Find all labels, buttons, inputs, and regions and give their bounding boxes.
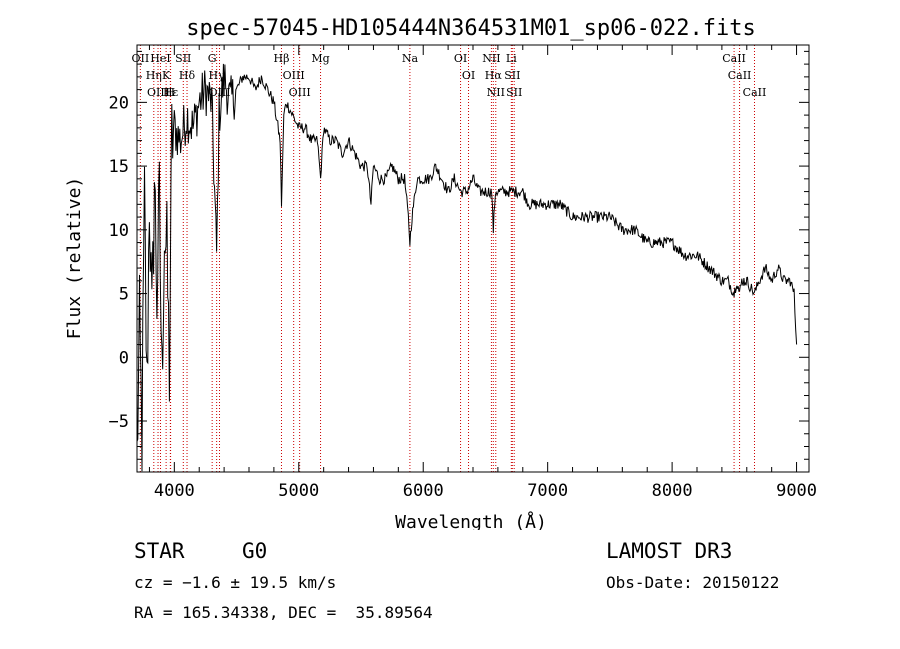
line-label: HeI xyxy=(150,52,170,65)
spectral-subclass: G0 xyxy=(242,539,268,563)
line-label: G xyxy=(208,52,217,65)
object-class: STAR xyxy=(134,539,185,563)
line-label: OII xyxy=(132,52,150,65)
observation-date: Obs-Date: 20150122 xyxy=(606,573,780,592)
line-label: CaII xyxy=(743,86,767,99)
line-label: Li xyxy=(506,52,517,65)
chart-title: spec-57045-HD105444N364531M01_sp06-022.f… xyxy=(186,16,756,41)
coordinates: RA = 165.34338, DEC = 35.89564 xyxy=(134,603,433,622)
x-tick-label: 4000 xyxy=(154,481,195,501)
y-tick-label: 20 xyxy=(109,93,129,113)
y-tick-label: 15 xyxy=(109,157,129,177)
emission-line-markers xyxy=(139,45,755,472)
spectrum-line xyxy=(137,63,798,472)
line-label: SII xyxy=(506,86,522,99)
line-label: NII xyxy=(482,52,500,65)
x-tick-label: 9000 xyxy=(776,481,817,501)
y-tick-label: −5 xyxy=(109,412,129,432)
line-label: NII xyxy=(487,86,505,99)
line-label: Hα xyxy=(485,69,503,82)
line-label: H xyxy=(166,86,176,99)
line-label: Mg xyxy=(311,52,329,65)
line-label: Hδ xyxy=(179,69,196,82)
line-label: OIII xyxy=(283,69,305,82)
axis-tick-labels: 4000 5000 6000 7000 8000 9000 −5 0 5 10 15 20 xyxy=(109,93,818,501)
line-label: CaII xyxy=(728,69,752,82)
line-label: Hγ xyxy=(209,69,226,82)
x-tick-label: 7000 xyxy=(527,481,568,501)
line-label: K xyxy=(162,69,171,82)
line-label: Hη xyxy=(146,69,162,82)
spectrum-chart: spec-57045-HD105444N364531M01_sp06-022.f… xyxy=(64,16,818,530)
spectrum-series xyxy=(137,63,798,472)
line-label: Na xyxy=(402,52,419,65)
line-label: SII xyxy=(175,52,191,65)
x-tick-label: 8000 xyxy=(652,481,693,501)
line-label: OI xyxy=(462,69,475,82)
plot-frame xyxy=(136,44,810,473)
survey-name: LAMOST DR3 xyxy=(606,539,733,563)
y-tick-label: 5 xyxy=(119,285,129,305)
axis-ticks xyxy=(137,45,809,473)
line-label: Hβ xyxy=(274,52,290,65)
line-label: OIII xyxy=(289,86,311,99)
line-label: OIII xyxy=(208,86,230,99)
line-label: SII xyxy=(504,69,520,82)
y-axis-label: Flux (relative) xyxy=(64,177,85,340)
y-tick-label: 10 xyxy=(109,221,129,241)
x-tick-label: 6000 xyxy=(403,481,444,501)
x-axis-label: Wavelength (Å) xyxy=(395,511,547,530)
line-label: Hε xyxy=(163,86,179,99)
line-label: OIII xyxy=(147,86,169,99)
x-tick-label: 5000 xyxy=(278,481,319,501)
line-label: CaII xyxy=(722,52,746,65)
y-tick-label: 0 xyxy=(119,348,129,368)
redshift-velocity: cz = −1.6 ± 19.5 km/s xyxy=(134,573,337,592)
line-label: OI xyxy=(454,52,467,65)
